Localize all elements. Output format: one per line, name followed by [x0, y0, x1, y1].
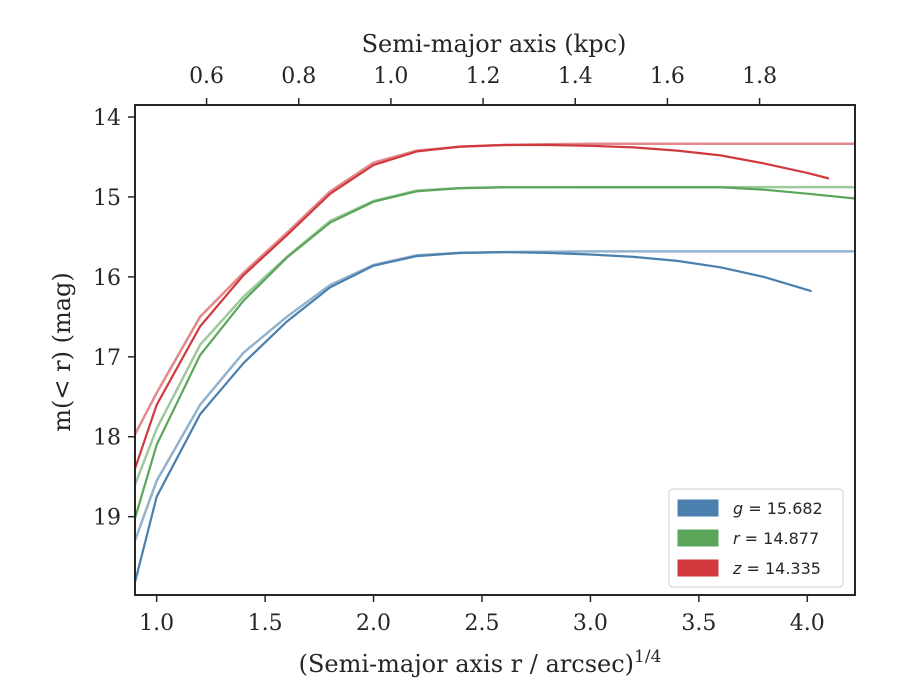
top-x-tick-label: 1.4 [558, 64, 593, 89]
y-tick-label: 15 [93, 186, 121, 211]
top-x-tick-label: 1.0 [373, 64, 408, 89]
series-r-model-line [135, 185, 855, 486]
y-axis: 14 15 16 17 18 19 [93, 106, 135, 531]
y-tick-label: 17 [93, 346, 121, 371]
legend: g = 15.682 r = 14.877 z = 14.335 [668, 488, 844, 588]
series-z-data-line [135, 143, 830, 470]
y-tick-label: 18 [93, 426, 121, 451]
series-z-model-line [135, 142, 855, 435]
top-x-tick-label: 1.6 [650, 64, 685, 89]
x-tick-label: 2.0 [356, 611, 391, 636]
x-tick-label: 2.5 [464, 611, 499, 636]
series-g-data-line [135, 250, 812, 583]
top-x-tick-label: 0.8 [281, 64, 316, 89]
x-tick-label: 1.5 [248, 611, 283, 636]
top-x-axis: 0.6 0.8 1.0 1.2 1.4 1.6 1.8 [189, 64, 777, 105]
bottom-x-axis: 1.0 1.5 2.0 2.5 3.0 3.5 4.0 [139, 595, 825, 636]
series-r-data-line [135, 186, 855, 519]
x-tick-label: 4.0 [790, 611, 825, 636]
top-x-tick-label: 0.6 [189, 64, 224, 89]
top-x-tick-label: 1.8 [742, 64, 777, 89]
top-x-axis-title: Semi-major axis (kpc) [362, 30, 627, 58]
x-tick-label: 3.5 [681, 611, 716, 636]
legend-swatch-g [677, 499, 719, 517]
plot-frame [134, 104, 856, 596]
legend-label-z: z = 14.335 [732, 559, 821, 578]
y-tick-label: 14 [93, 106, 121, 131]
legend-label-g: g = 15.682 [733, 499, 823, 518]
legend-swatch-r [677, 529, 719, 547]
y-axis-title: m(< r) (mag) [48, 272, 76, 431]
y-tick-label: 16 [93, 266, 121, 291]
legend-label-r: r = 14.877 [733, 529, 819, 548]
x-tick-label: 1.0 [139, 611, 174, 636]
series-layer [135, 142, 855, 583]
x-axis-title: (Semi-major axis r / arcsec)1/4 [299, 647, 662, 678]
x-tick-label: 3.0 [573, 611, 608, 636]
legend-swatch-z [677, 559, 719, 577]
y-tick-label: 19 [93, 506, 121, 531]
top-x-tick-label: 1.2 [466, 64, 501, 89]
